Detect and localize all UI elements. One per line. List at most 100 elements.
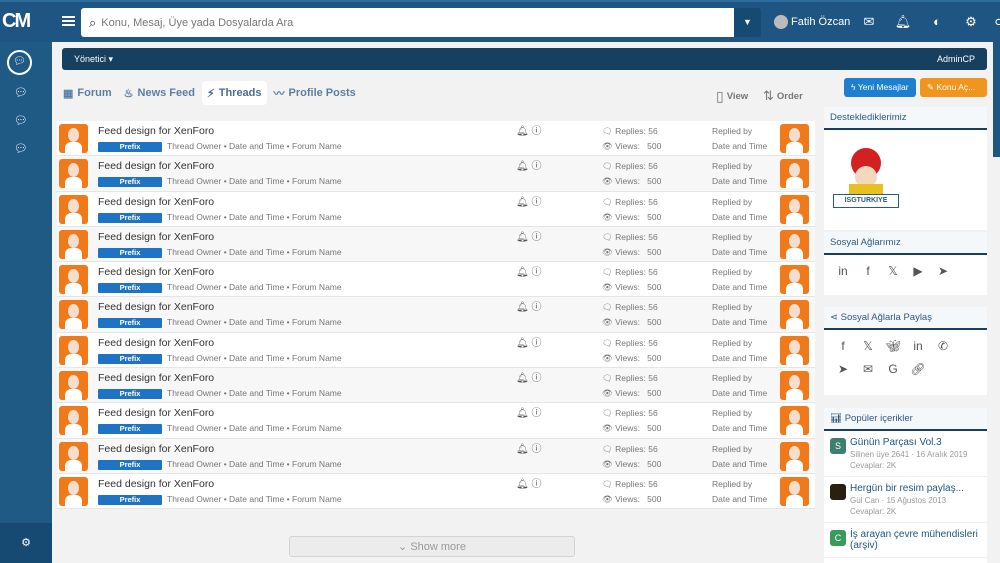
avatar[interactable] [59, 476, 88, 506]
new-thread-button[interactable]: ✎ Konu Aç... [920, 78, 987, 97]
site-logo[interactable]: CM [2, 10, 31, 32]
table-row[interactable]: Feed design for XenForo Prefix Thread Ow… [57, 121, 815, 157]
avatar[interactable] [59, 265, 88, 295]
last-poster-avatar[interactable] [780, 335, 809, 365]
avatar[interactable] [59, 371, 88, 401]
thread-title-link[interactable]: Feed design for XenForo [98, 372, 215, 385]
show-more-button[interactable]: ⌄ Show more [289, 536, 575, 557]
chat-icon[interactable]: 💬︎ [14, 143, 28, 155]
thread-title-link[interactable]: Feed design for XenForo [98, 125, 215, 137]
search-dropdown-button[interactable]: ▼ [734, 8, 761, 37]
gear-icon[interactable]: ⚙ [965, 14, 977, 29]
last-poster-avatar[interactable] [780, 265, 809, 295]
toggle-icon[interactable]: ⊂⊃ [994, 14, 1000, 29]
bell-icon[interactable]: 🔔︎ ⓘ [516, 231, 542, 243]
chat-icon[interactable]: 💬︎ [14, 87, 28, 99]
thread-title-link[interactable]: Feed design for XenForo [98, 407, 215, 420]
chat-icon[interactable]: 💬︎ [7, 50, 32, 75]
bell-icon[interactable]: 🔔︎ ⓘ [516, 443, 542, 455]
bell-icon[interactable]: 🔔︎ ⓘ [516, 337, 542, 349]
list-item[interactable]: S Günün Parçası Vol.3 Silinen üye 2641 · 1… [824, 431, 987, 477]
thread-title-link[interactable]: Feed design for XenForo [98, 442, 215, 455]
facebook-icon[interactable]: f [841, 339, 845, 353]
thread-title-link[interactable]: Feed design for XenForo [98, 230, 215, 243]
tab-profile-posts[interactable]: 〰 Profile Posts [273, 87, 356, 100]
thread-title-link[interactable]: Feed design for XenForo [98, 336, 215, 349]
table-row[interactable]: Feed design for XenForo Prefix Thread Ow… [57, 262, 815, 298]
thread-title-link[interactable]: Feed design for XenForo [98, 160, 215, 173]
x-icon[interactable]: 𝕏 [863, 339, 873, 353]
table-row[interactable]: Feed design for XenForo Prefix Thread Ow… [57, 226, 815, 263]
table-row[interactable]: Feed design for XenForo Prefix Thread Ow… [57, 368, 815, 404]
last-poster-avatar[interactable] [780, 159, 809, 189]
avatar[interactable] [59, 194, 88, 224]
bell-icon[interactable]: 🔔︎ ⓘ [516, 373, 542, 385]
telegram-icon[interactable]: ➤ [937, 264, 949, 278]
list-item[interactable]: Hergün bir resim paylaş... Gül Can · 15 A… [824, 477, 987, 523]
telegram-icon[interactable]: ➤ [837, 362, 849, 376]
list-item[interactable]: C İş arayan çevre mühendisleri (arşiv) [824, 523, 987, 558]
email-icon[interactable]: ✉ [862, 362, 874, 376]
prefix-badge[interactable]: Prefix [98, 459, 162, 470]
table-row[interactable]: Feed design for XenForo Prefix Thread Ow… [57, 403, 815, 439]
prefix-badge[interactable]: Prefix [98, 424, 162, 435]
last-poster-avatar[interactable] [780, 371, 809, 401]
avatar[interactable] [59, 441, 88, 471]
bell-icon[interactable]: 🔔︎ ⓘ [516, 196, 542, 208]
scrollbar[interactable] [993, 42, 1000, 157]
table-row[interactable]: Feed design for XenForo Prefix Thread Ow… [57, 191, 815, 227]
admincp-link[interactable]: AdminCP [936, 54, 975, 64]
bell-icon[interactable]: 🔔︎ ⓘ [516, 302, 542, 314]
link-icon[interactable]: 🔗︎ [910, 362, 926, 376]
table-row[interactable]: Feed design for XenForo Prefix Thread Ow… [57, 332, 815, 369]
prefix-badge[interactable]: Prefix [98, 389, 162, 400]
bell-icon[interactable]: 🔔︎ ⓘ [516, 408, 542, 420]
last-poster-avatar[interactable] [780, 300, 809, 330]
bluesky-icon[interactable]: 🦋︎ [885, 339, 901, 353]
linkedin-icon[interactable]: in [913, 339, 923, 353]
avatar[interactable] [59, 335, 88, 365]
last-poster-avatar[interactable] [780, 441, 809, 471]
prefix-badge[interactable]: Prefix [98, 494, 162, 505]
thread-title-link[interactable]: Feed design for XenForo [98, 195, 215, 208]
user-menu[interactable]: Fatih Özcan [774, 15, 850, 29]
table-row[interactable]: Feed design for XenForo Prefix Thread Ow… [57, 438, 815, 474]
prefix-badge[interactable]: Prefix [98, 283, 162, 294]
thread-title-link[interactable]: Feed design for XenForo [98, 266, 215, 279]
bell-icon[interactable]: 🔔︎ ⓘ [516, 126, 542, 137]
gear-icon[interactable]: ⚙ [0, 523, 52, 563]
order-button[interactable]: ⇅ Order [763, 88, 803, 103]
linkedin-icon[interactable]: in [838, 264, 848, 278]
whatsapp-icon[interactable]: ✆ [937, 339, 949, 353]
avatar[interactable] [59, 300, 88, 330]
palette-icon[interactable]: ◐ [933, 14, 941, 29]
sponsor-logo[interactable]: ISGTURKIYE [833, 148, 899, 210]
tab-threads[interactable]: ⚡︎ Threads [201, 81, 267, 105]
thread-title-link[interactable]: Feed design for XenForo [98, 477, 215, 490]
avatar[interactable] [59, 406, 88, 436]
yonetici-menu[interactable]: Yönetici ▾ [74, 54, 114, 64]
last-poster-avatar[interactable] [780, 406, 809, 436]
facebook-icon[interactable]: f [866, 264, 870, 278]
prefix-badge[interactable]: Prefix [98, 142, 162, 152]
last-poster-avatar[interactable] [780, 229, 809, 259]
last-poster-avatar[interactable] [780, 476, 809, 506]
search-input[interactable]: ⌕ Konu, Mesaj, Üye yada Dosyalarda Ara [81, 8, 734, 37]
avatar[interactable] [59, 159, 88, 189]
mail-icon[interactable]: ✉ [863, 14, 875, 29]
avatar[interactable] [59, 124, 88, 153]
thread-title-link[interactable]: Feed design for XenForo [98, 301, 215, 314]
table-row[interactable]: Feed design for XenForo Prefix Thread Ow… [57, 297, 815, 333]
bell-icon[interactable]: 🔔︎ ⓘ [516, 267, 542, 279]
new-posts-button[interactable]: ϟ Yeni Mesajlar [844, 78, 916, 97]
last-poster-avatar[interactable] [780, 194, 809, 224]
avatar[interactable] [59, 229, 88, 259]
table-row[interactable]: Feed design for XenForo Prefix Thread Ow… [57, 156, 815, 192]
tab-forum[interactable]: ▦ Forum [63, 87, 112, 100]
google-icon[interactable]: G [888, 362, 898, 376]
table-row[interactable]: Feed design for XenForo Prefix Thread Ow… [57, 473, 815, 510]
prefix-badge[interactable]: Prefix [98, 247, 162, 258]
youtube-icon[interactable]: ▶ [913, 264, 923, 278]
prefix-badge[interactable]: Prefix [98, 318, 162, 329]
last-poster-avatar[interactable] [780, 124, 809, 153]
